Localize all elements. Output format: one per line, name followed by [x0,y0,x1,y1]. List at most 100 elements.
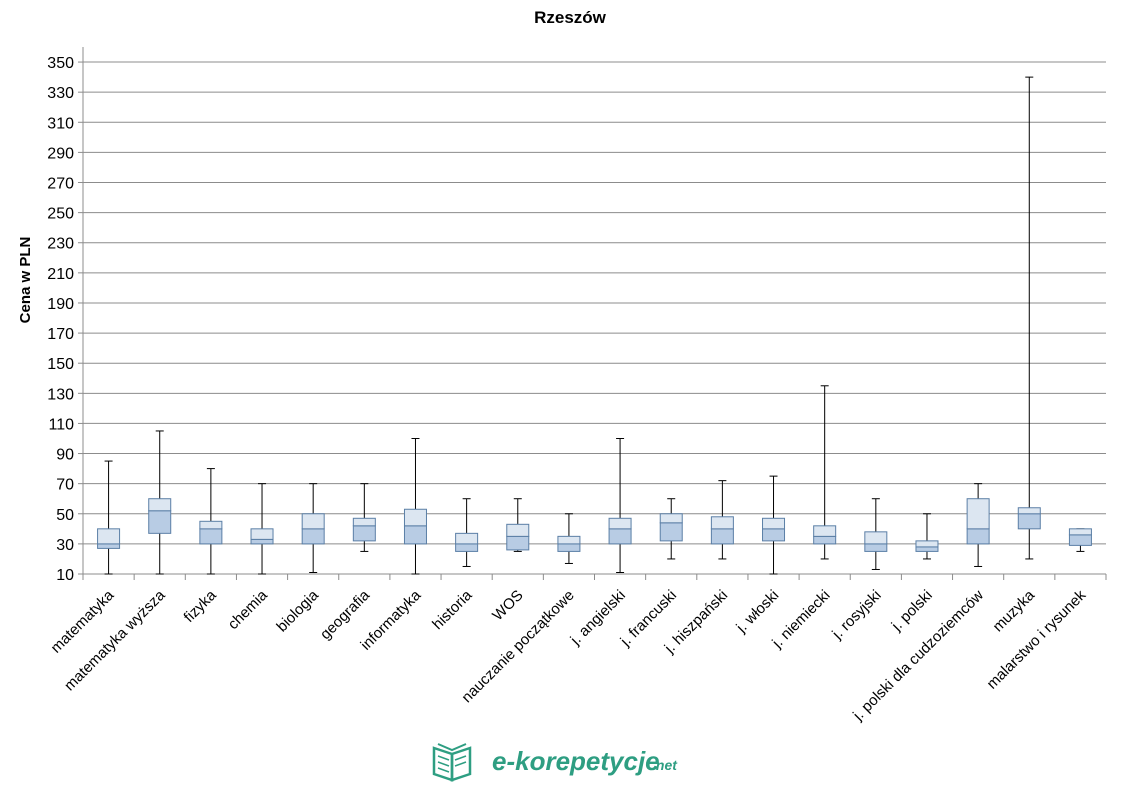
box-plot-9 [557,513,581,564]
box-lower-quartile [97,543,121,549]
box-plot-6 [403,437,427,575]
chart-title: Rzeszów [534,8,607,27]
box-lower-quartile [710,528,734,545]
x-tick-label: chemia [225,586,272,633]
box-plot-1 [148,430,172,575]
box-lower-quartile [352,525,376,542]
box-lower-quartile [148,510,172,534]
logo-suffix: .net [652,757,678,773]
box-upper-quartile [608,517,632,530]
logo: e-korepetycje .net [432,743,678,782]
grid-lines [82,47,1106,575]
box-upper-quartile [915,540,939,548]
box-upper-quartile [199,520,223,530]
box-upper-quartile [864,531,888,545]
box-lower-quartile [813,535,837,545]
box-plot-4 [301,483,325,573]
x-tick-label: j. włoski [732,587,782,637]
box-upper-quartile [455,532,479,545]
y-tick-label: 270 [47,176,74,193]
logo-name: e-korepetycje [492,746,660,776]
box-lower-quartile [966,528,990,545]
box-plot-12 [710,480,734,560]
box-lower-quartile [1017,513,1041,530]
box-plot-14 [813,385,837,560]
box-upper-quartile [148,498,172,512]
box-upper-quartile [557,535,581,545]
box-lower-quartile [250,538,274,545]
y-tick-label: 230 [47,236,74,253]
y-tick-label: 50 [56,507,74,524]
box-upper-quartile [301,513,325,530]
y-tick-label: 310 [47,115,74,132]
box-plot-19 [1068,528,1092,552]
box-plot-0 [97,460,121,575]
box-lower-quartile [199,528,223,545]
box-plot-8 [506,498,530,552]
x-tick-label: muzyka [990,586,1039,635]
box-lower-quartile [762,528,786,542]
y-tick-label: 190 [47,296,74,313]
box-lower-quartile [608,528,632,545]
box-lower-quartile [659,522,683,542]
box-plot-17 [966,483,990,567]
box-upper-quartile [352,517,376,527]
box-upper-quartile [710,516,734,530]
box-upper-quartile [403,508,427,527]
box-lower-quartile [455,543,479,552]
box-upper-quartile [966,498,990,530]
box-lower-quartile [403,525,427,545]
y-tick-label: 210 [47,266,74,283]
box-upper-quartile [506,523,530,537]
box-lower-quartile [301,528,325,545]
box-upper-quartile [250,528,274,540]
box-upper-quartile [813,525,837,537]
x-tick-label: j. rosyjski [828,587,884,643]
y-tick-label: 70 [56,477,74,494]
x-tick-label: matematyka wyższa [61,586,169,694]
box-plot-3 [250,483,274,575]
box-plot-15 [864,498,888,570]
y-tick-label: 130 [47,386,74,403]
x-tick-label: biologia [273,586,322,635]
box-plot-10 [608,437,632,573]
x-tick-label: WOS [489,587,526,624]
y-tick-label: 290 [47,145,74,162]
box-plot-2 [199,468,223,575]
y-axis-ticks: 10 30 50 70 90 110 130 150 170 190 210 230 250 270 290… [47,55,83,584]
x-tick-label: fizyka [181,586,221,626]
y-tick-label: 10 [56,567,74,584]
y-tick-label: 330 [47,85,74,102]
x-tick-label: historia [429,586,476,633]
box-plot-13 [762,475,786,575]
y-tick-label: 110 [48,416,74,433]
box-lower-quartile [864,543,888,552]
y-tick-label: 170 [47,326,74,343]
y-tick-label: 30 [56,537,74,554]
y-tick-label: 90 [56,447,74,464]
y-axis-label: Cena w PLN [17,237,34,324]
box-upper-quartile [97,528,121,545]
box-lower-quartile [557,543,581,552]
box-lower-quartile [1068,534,1092,546]
box-plot-18 [1017,76,1041,560]
open-book-icon [432,743,472,782]
y-tick-label: 250 [47,206,74,223]
y-tick-label: 150 [47,356,74,373]
box-plot-7 [455,498,479,567]
x-tick-label: malarstwo i rysunek [984,586,1090,692]
box-plot-5 [352,483,376,552]
box-lower-quartile [915,546,939,552]
box-plot-11 [659,498,683,560]
box-upper-quartile [659,513,683,524]
box-upper-quartile [1017,507,1041,515]
x-tick-label: j. polski [888,587,936,635]
box-upper-quartile [762,517,786,530]
y-tick-label: 350 [47,55,74,72]
box-plots [97,76,1092,575]
box-lower-quartile [506,535,530,551]
box-plot-16 [915,513,939,560]
box-upper-quartile [1068,528,1092,536]
